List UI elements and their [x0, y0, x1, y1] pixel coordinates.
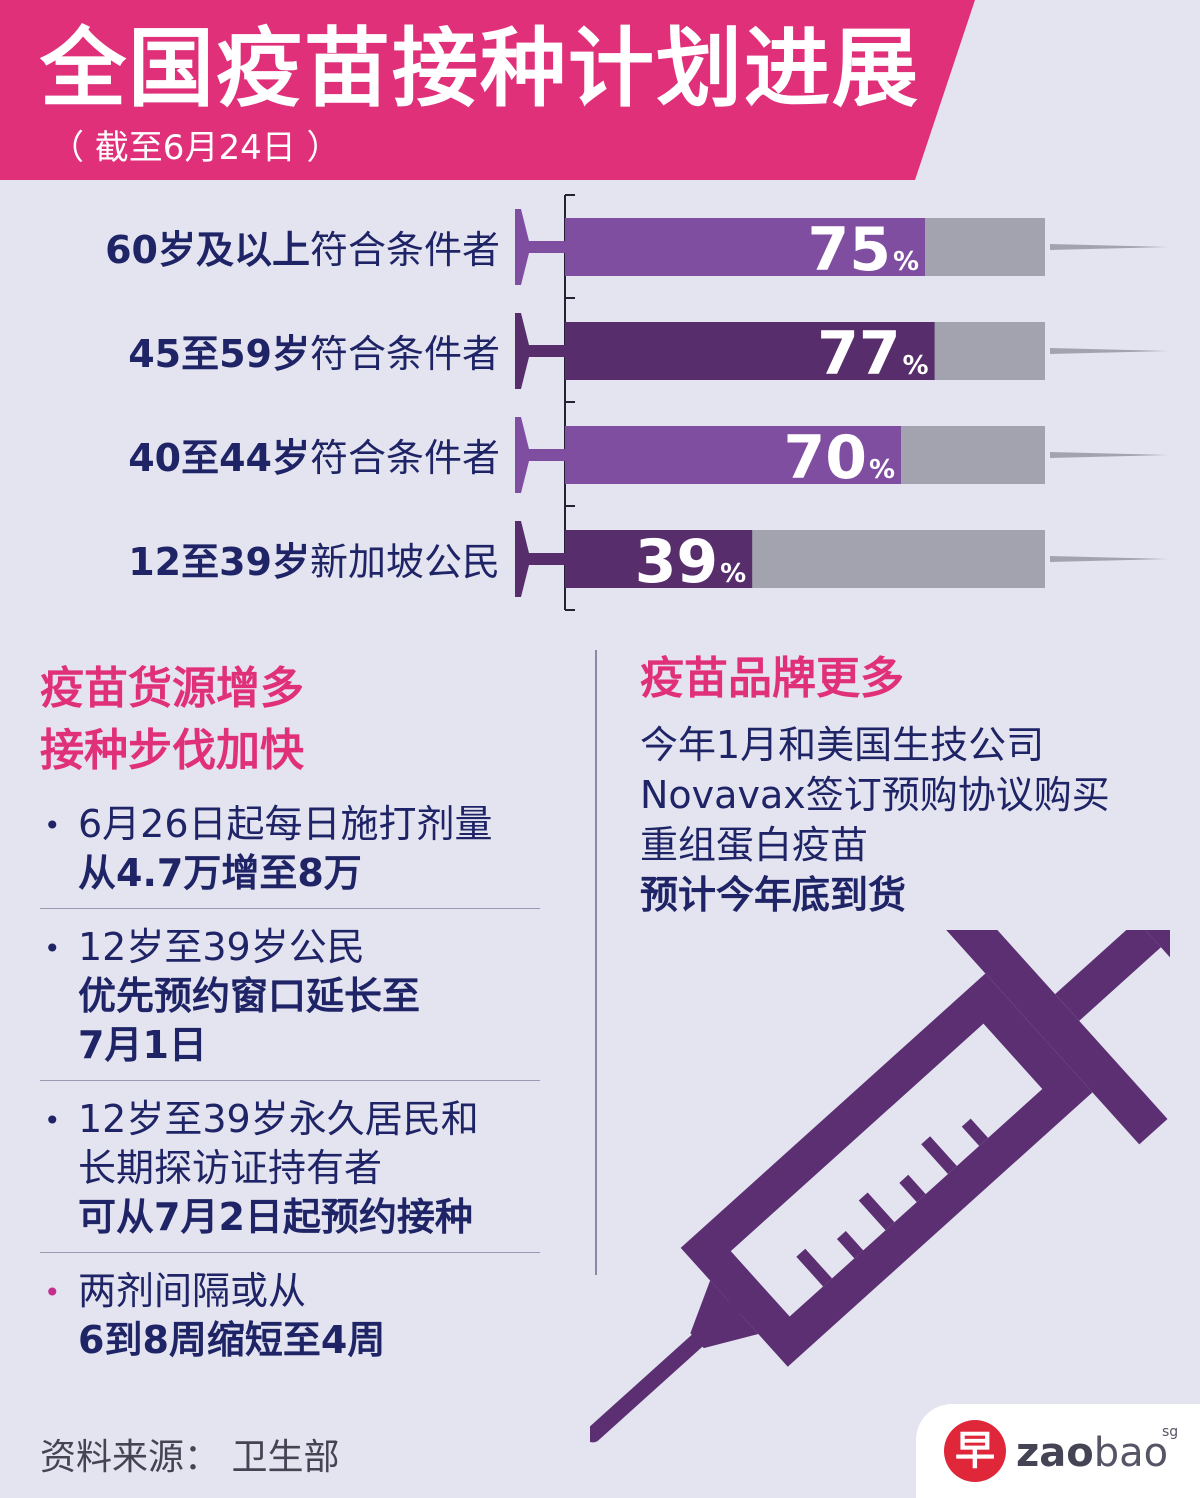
header-banner: 全国疫苗接种计划进展 （ 截至6月24日 ） [0, 0, 1200, 180]
bar-plunger [515, 417, 565, 493]
bar-needle [1050, 452, 1168, 458]
page-subtitle: （ 截至6月24日 ） [50, 128, 341, 168]
right-section-text: 今年1月和美国生技公司 [640, 723, 1045, 767]
logo-wordmark-bold: zao [1016, 1430, 1094, 1476]
category-label-rest: 新加坡公民 [310, 540, 500, 584]
page-title: 全国疫苗接种计划进展 [40, 19, 920, 119]
bar-unit-label: % [720, 559, 746, 589]
bullet-item: • 6月26日起每日施打剂量 从4.7万增至8万 [40, 800, 540, 909]
bar-value-label: 75 [808, 215, 892, 285]
bar-needle [1050, 244, 1168, 250]
syringe-icon [590, 930, 1170, 1443]
syringe-scale-mark [921, 1136, 957, 1175]
syringe-scale-mark [796, 1248, 833, 1287]
bar-plunger [515, 521, 565, 597]
syringe-illustration [590, 930, 1170, 1443]
bullet-item: • 12岁至39岁公民优先预约窗口延长至 7月1日 [40, 923, 540, 1081]
bullet-text: 长期探访证持有者 [78, 1146, 383, 1190]
bar-value-label: 70 [784, 423, 868, 493]
bar-plunger [515, 209, 565, 285]
bullet-text: 两剂间隔或从 [78, 1269, 307, 1313]
bar-2 [565, 426, 901, 484]
bullet-text-bold: 从4.7万增至8万 [78, 851, 362, 895]
right-section-text: 重组蛋白疫苗 [640, 823, 869, 867]
logo-badge: 早 [944, 1420, 1006, 1482]
syringe-flange [938, 930, 1168, 1145]
bullet-text: 6月26日起每日施打剂量 [78, 802, 493, 846]
category-label-bold: 12至39岁 [128, 540, 310, 584]
zaobao-logo: 早 zaobao sg [916, 1404, 1200, 1498]
column-divider [595, 650, 597, 1275]
bar-needle [1050, 348, 1168, 354]
bullet-text-bold: 6到8周缩短至4周 [78, 1318, 386, 1362]
bar-value-label: 39 [635, 527, 719, 597]
bullet-item: • 12岁至39岁永久居民和 长期探访证持有者可从7月2日起预约接种 [40, 1095, 540, 1253]
bar-value-label: 77 [817, 319, 901, 389]
bar-unit-label: % [893, 247, 919, 277]
category-label-rest: 符合条件者 [310, 332, 500, 376]
source-note: 资料来源： 卫生部 [40, 1437, 340, 1478]
category-label-bold: 40至44岁 [128, 436, 310, 480]
right-section-text: Novavax签订预购协议购买 [640, 773, 1110, 817]
syringe-scale-marks [796, 1118, 989, 1287]
category-label-rest: 符合条件者 [310, 436, 500, 480]
bullet-dot-icon: • [44, 1104, 61, 1137]
category-label: 45至59岁符合条件者 [128, 332, 500, 376]
bar-3 [565, 530, 753, 588]
bar-0 [565, 218, 925, 276]
bar-unit-label: % [869, 455, 895, 485]
category-label-bold: 60岁及以上 [105, 228, 310, 272]
category-label: 60岁及以上符合条件者 [105, 228, 500, 272]
bar-needle [1050, 556, 1168, 562]
bullet-text-bold: 优先预约窗口延长至 [78, 974, 421, 1018]
bullet-dot-icon: • [44, 809, 61, 842]
bar-unit-label: % [903, 351, 929, 381]
bullet-dot-icon: • [44, 1276, 61, 1309]
bullet-text: 12岁至39岁永久居民和 [78, 1097, 479, 1141]
right-section-title: 疫苗品牌更多 [640, 653, 904, 704]
category-label-bold: 45至59岁 [128, 332, 310, 376]
syringe-scale-mark [961, 1118, 989, 1146]
syringe-scale-mark [836, 1230, 864, 1259]
bullet-text-bold: 可从7月2日起预约接种 [78, 1195, 473, 1239]
bar-1 [565, 322, 935, 380]
bullet-list: • 6月26日起每日施打剂量 从4.7万增至8万 • 12岁至39岁公民优先预约窗口延长… [40, 800, 540, 1389]
syringe-scale-mark [858, 1192, 895, 1231]
category-label: 12至39岁新加坡公民 [128, 540, 500, 584]
logo-wordmark-light: bao [1093, 1430, 1169, 1476]
logo-superscript: sg [1162, 1424, 1179, 1440]
syringe-barrel [680, 973, 1093, 1367]
bullet-text-bold: 7月1日 [78, 1023, 207, 1067]
logo-wordmark: zaobao [1016, 1428, 1168, 1478]
bar-plunger [515, 313, 565, 389]
bullet-item: • 两剂间隔或从 6到8周缩短至4周 [40, 1267, 540, 1375]
bullet-dot-icon: • [44, 932, 61, 965]
syringe-tip [690, 1280, 759, 1349]
right-section-body: 今年1月和美国生技公司 Novavax签订预购协议购买 重组蛋白疫苗 预计今年底到货 [640, 720, 1110, 920]
category-label-rest: 符合条件者 [310, 228, 500, 272]
syringe-scale-mark [899, 1174, 926, 1203]
syringe-plunger-rod [1055, 930, 1161, 1021]
left-section-title: 疫苗货源增多 接种步伐加快 [40, 658, 304, 782]
left-section-title-line: 疫苗货源增多 [40, 663, 304, 714]
right-section-text-bold: 预计今年底到货 [640, 873, 907, 917]
bullet-text: 12岁至39岁公民 [78, 925, 365, 969]
category-label: 40至44岁符合条件者 [128, 436, 500, 480]
left-section-title-line: 接种步伐加快 [40, 725, 304, 776]
header-background [0, 0, 975, 180]
